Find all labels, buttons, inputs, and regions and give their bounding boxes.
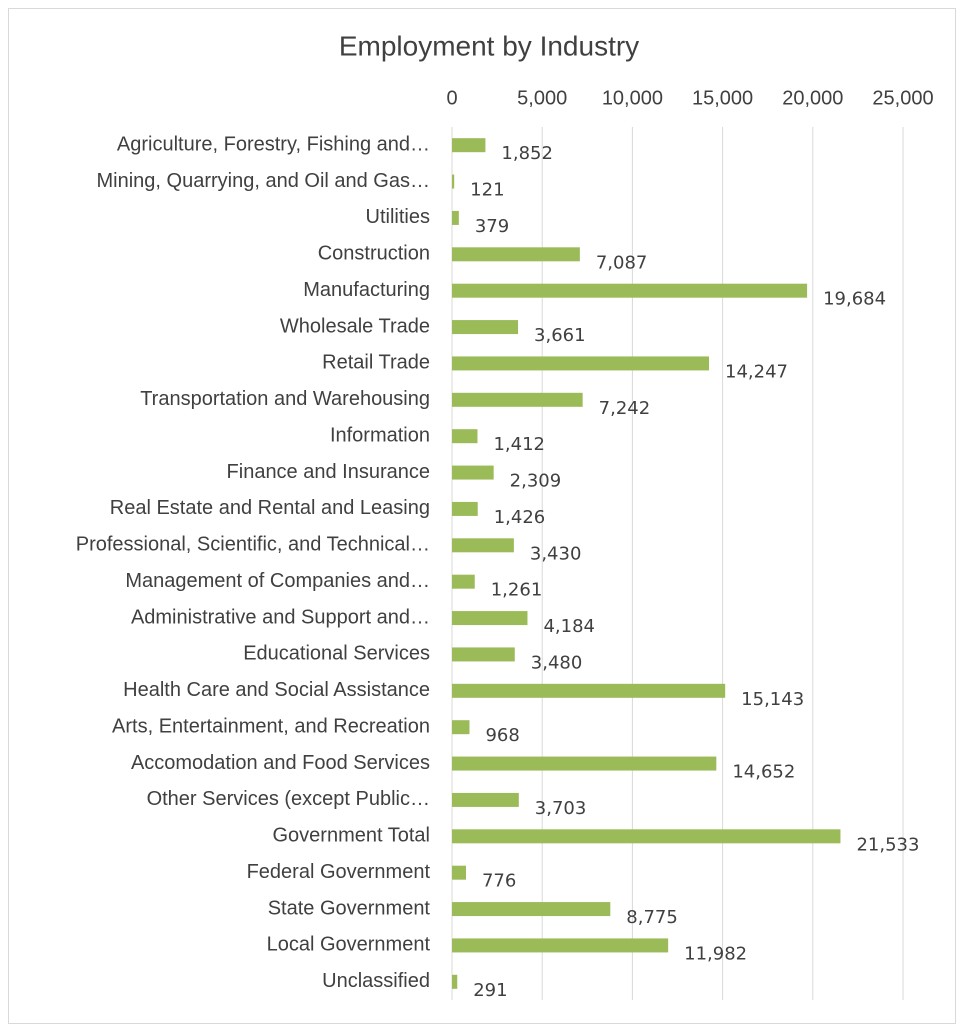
bar [452, 501, 478, 516]
data-label: 1,261 [491, 580, 543, 601]
bar [452, 429, 478, 444]
y-tick-label: Other Services (except Public… [147, 788, 430, 810]
bar [452, 356, 710, 371]
x-tick-label: 20,000 [782, 87, 843, 109]
data-label: 1,426 [494, 507, 546, 528]
y-tick-label: Accomodation and Food Services [131, 752, 430, 774]
bar [452, 902, 611, 917]
y-tick-label: Administrative and Support and… [131, 606, 430, 628]
bar [452, 465, 494, 480]
data-label: 3,430 [530, 543, 582, 564]
data-label: 8,775 [626, 907, 678, 928]
x-tick-label: 25,000 [872, 87, 933, 109]
data-label: 1,852 [501, 143, 553, 164]
bar [452, 865, 466, 880]
y-tick-label: Information [330, 424, 430, 446]
y-tick-label: Professional, Scientific, and Technical… [76, 534, 430, 556]
y-tick-label: Government Total [273, 825, 431, 847]
y-tick-label: Wholesale Trade [280, 315, 430, 337]
data-label: 15,143 [741, 689, 804, 710]
x-tick-label: 15,000 [692, 87, 753, 109]
y-tick-label: Health Care and Social Assistance [123, 679, 430, 701]
bar [452, 647, 515, 662]
data-label: 14,652 [732, 762, 795, 783]
y-tick-label: Real Estate and Rental and Leasing [110, 497, 430, 519]
bar [452, 247, 580, 262]
bar [452, 320, 519, 335]
data-label: 291 [473, 980, 507, 1001]
data-label: 3,480 [531, 652, 583, 673]
data-label: 7,087 [596, 252, 648, 273]
y-tick-label: Educational Services [243, 643, 430, 665]
bar [452, 611, 528, 626]
x-tick-label: 10,000 [602, 87, 663, 109]
data-label: 21,533 [856, 834, 919, 855]
data-label: 2,309 [510, 471, 562, 492]
data-label: 3,703 [535, 798, 587, 819]
bar [452, 829, 841, 844]
data-label: 11,982 [684, 943, 747, 964]
y-tick-label: Local Government [267, 934, 431, 956]
y-tick-label: Management of Companies and… [125, 570, 430, 592]
y-tick-label: Transportation and Warehousing [140, 388, 430, 410]
y-tick-label: Unclassified [322, 970, 430, 992]
bar [452, 283, 808, 298]
data-label: 3,661 [534, 325, 586, 346]
data-label: 19,684 [823, 289, 886, 310]
y-tick-label: Utilities [366, 206, 430, 228]
data-label: 776 [482, 871, 516, 892]
bar [452, 720, 470, 735]
bar [452, 974, 458, 989]
bar [452, 574, 475, 589]
y-tick-label: Federal Government [247, 861, 431, 883]
bar [452, 756, 717, 771]
data-label: 1,412 [493, 434, 545, 455]
bar [452, 174, 455, 189]
y-tick-label: Mining, Quarrying, and Oil and Gas… [97, 170, 431, 192]
y-tick-label: Arts, Entertainment, and Recreation [112, 715, 430, 737]
bar [452, 538, 514, 553]
bar [452, 210, 459, 225]
chart-title: Employment by Industry [339, 30, 639, 61]
bar [452, 792, 519, 807]
data-label: 7,242 [599, 398, 651, 419]
bar [452, 938, 669, 953]
x-tick-label: 5,000 [517, 87, 567, 109]
bar [452, 683, 726, 698]
y-tick-label: State Government [268, 897, 431, 919]
data-label: 379 [475, 216, 509, 237]
y-tick-label: Manufacturing [303, 279, 430, 301]
data-label: 121 [470, 180, 504, 201]
y-tick-label: Finance and Insurance [227, 461, 430, 483]
y-tick-label: Agriculture, Forestry, Fishing and… [117, 133, 430, 155]
y-tick-label: Construction [318, 243, 430, 265]
data-label: 4,184 [543, 616, 595, 637]
bar [452, 392, 583, 407]
data-label: 968 [485, 725, 519, 746]
x-tick-label: 0 [446, 87, 457, 109]
y-tick-label: Retail Trade [322, 352, 430, 374]
bar [452, 138, 486, 153]
data-label: 14,247 [725, 361, 788, 382]
